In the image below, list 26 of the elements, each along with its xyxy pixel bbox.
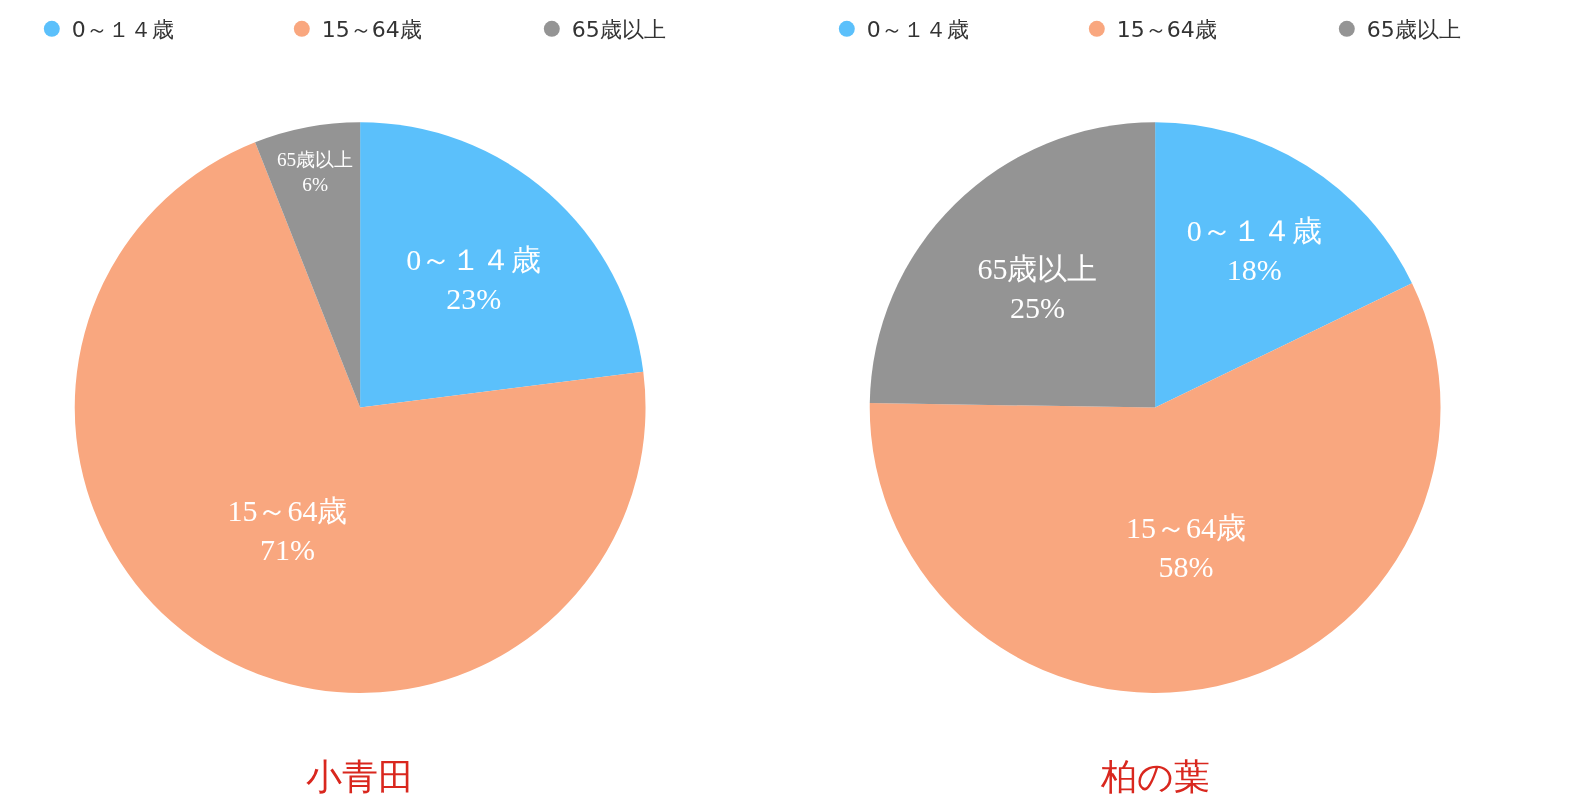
pie-slice <box>255 122 361 408</box>
pie-slice <box>869 122 1156 408</box>
data-label: 71% <box>259 533 315 567</box>
pie-slice <box>360 122 644 408</box>
legend-label: 0～１４歳 <box>866 17 969 43</box>
slice-label: 0～１４歳 <box>406 242 542 276</box>
pie-slice <box>75 142 646 693</box>
legend-label: 15～64歳 <box>321 17 422 43</box>
legend-label: 65歳以上 <box>1366 17 1461 43</box>
data-label: 23% <box>446 281 502 315</box>
slice-label: 0～１４歳 <box>1186 213 1322 247</box>
slice-label: 15～64歳 <box>227 494 348 528</box>
pie-slice <box>869 283 1440 693</box>
slice-label: 65歳以上 <box>977 252 1098 286</box>
legend-label: 65歳以上 <box>571 17 666 43</box>
data-label: 18% <box>1226 252 1282 286</box>
legend-label: 0～１４歳 <box>71 17 174 43</box>
data-label: 25% <box>1009 291 1065 325</box>
legend-label: 15～64歳 <box>1116 17 1217 43</box>
text: 小青田 <box>306 756 414 797</box>
slice-label: 15～64歳 <box>1125 510 1246 544</box>
data-label: 6% <box>302 173 328 195</box>
pie-slice <box>1155 122 1412 408</box>
text: 柏の葉 <box>1100 756 1210 797</box>
slice-label: 65歳以上 <box>276 148 354 170</box>
data-label: 58% <box>1158 549 1214 583</box>
